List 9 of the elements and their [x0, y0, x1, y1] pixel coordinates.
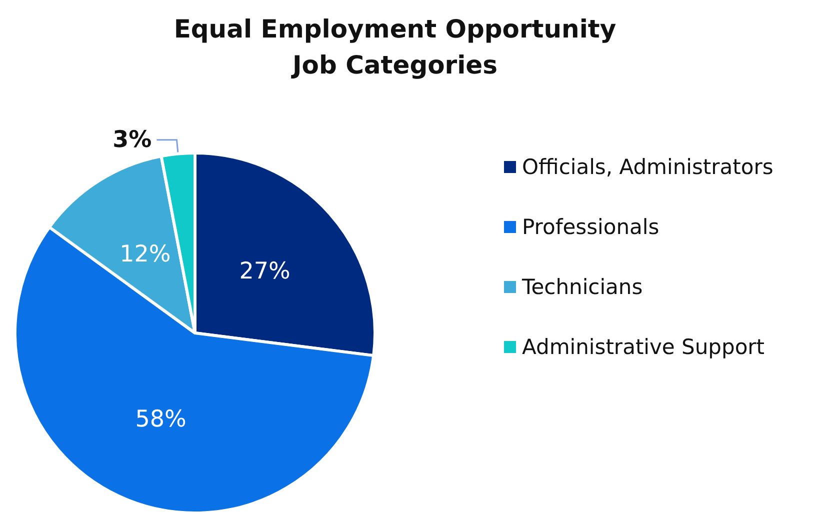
data-label: 27% [239, 258, 290, 284]
data-label: 58% [135, 406, 186, 432]
legend-label: Technicians [521, 275, 643, 299]
legend-label: Administrative Support [522, 335, 765, 359]
legend-label: Professionals [522, 215, 660, 239]
data-label: 3% [112, 126, 152, 153]
chart-title: Equal Employment Opportunity Job Categories [174, 14, 616, 80]
legend-label: Officials, Administrators [522, 155, 774, 179]
data-label: 12% [120, 241, 171, 268]
